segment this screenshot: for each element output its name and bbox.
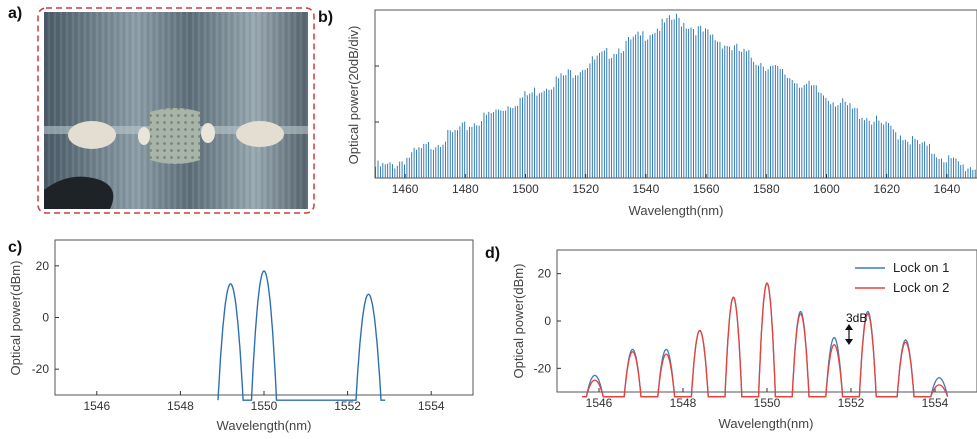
annotation-arrow-down-icon bbox=[845, 339, 853, 345]
x-tick-label: 1548 bbox=[167, 399, 194, 413]
x-tick-label: 1552 bbox=[838, 396, 865, 410]
chart-c: 1546 1548 1550 1552 1554 20 0 -20 Wavelength(nm… bbox=[8, 239, 474, 433]
x-tick-label: 1580 bbox=[753, 182, 780, 196]
chart-b-bars bbox=[375, 13, 976, 178]
chart-d-ticks: 1546 1548 1550 1552 1554 20 0 -20 bbox=[534, 267, 949, 410]
chart-d-series-lock-on-1 bbox=[582, 282, 949, 398]
chart-d-ylabel: Optical power(dBm) bbox=[511, 264, 526, 379]
photo-dashed-frame bbox=[37, 7, 315, 214]
panel-label-d: d) bbox=[485, 245, 500, 262]
chart-d-series-lock-on-2 bbox=[582, 282, 949, 398]
panel-label-c: c) bbox=[8, 239, 22, 256]
legend-label-lock-on-1: Lock on 1 bbox=[893, 260, 949, 275]
y-tick-label: 0 bbox=[42, 311, 49, 325]
chart-d-3db-annotation: 3dB bbox=[845, 311, 867, 345]
chart-b-ticks: 1460 1480 1500 1520 1540 1560 1580 1600 1620 1640 bbox=[375, 65, 961, 196]
y-tick-label: 0 bbox=[544, 314, 551, 328]
chart-d-legend: Lock on 1 Lock on 2 bbox=[855, 260, 949, 295]
chart-c-ylabel: Optical power(dBm) bbox=[8, 261, 23, 376]
x-tick-label: 1550 bbox=[754, 396, 781, 410]
x-tick-label: 1546 bbox=[83, 399, 110, 413]
x-tick-label: 1520 bbox=[572, 182, 599, 196]
panel-label-a: a) bbox=[8, 5, 22, 22]
photo-shadow-object bbox=[44, 176, 114, 209]
legend-label-lock-on-2: Lock on 2 bbox=[893, 280, 949, 295]
annotation-3db-label: 3dB bbox=[846, 311, 867, 325]
x-tick-label: 1480 bbox=[452, 182, 479, 196]
y-tick-label: 20 bbox=[36, 259, 50, 273]
x-tick-label: 1552 bbox=[334, 399, 361, 413]
microresonator-holes bbox=[150, 108, 200, 164]
fiber-mount-right bbox=[236, 121, 284, 147]
x-tick-label: 1500 bbox=[512, 182, 539, 196]
y-tick-label: -20 bbox=[32, 362, 50, 376]
x-tick-label: 1550 bbox=[251, 399, 278, 413]
panel-label-b: b) bbox=[318, 9, 333, 26]
chart-c-ticks: 1546 1548 1550 1552 1554 20 0 -20 bbox=[32, 259, 445, 413]
y-tick-label: 20 bbox=[538, 267, 552, 281]
chart-b: 1460 1480 1500 1520 1540 1560 1580 1600 1620 1640… bbox=[346, 9, 977, 218]
x-tick-label: 1554 bbox=[922, 396, 949, 410]
chart-c-frame bbox=[54, 239, 474, 396]
annotation-arrow-up-icon bbox=[845, 324, 853, 330]
x-tick-label: 1460 bbox=[392, 182, 419, 196]
chart-d: 1546 1548 1550 1552 1554 20 0 -20 Lock on 1 Loc… bbox=[511, 249, 977, 431]
y-tick-label: -20 bbox=[534, 361, 552, 375]
x-tick-label: 1620 bbox=[873, 182, 900, 196]
x-tick-label: 1600 bbox=[813, 182, 840, 196]
x-tick-label: 1548 bbox=[670, 396, 697, 410]
glue-drop-right bbox=[201, 123, 215, 143]
x-tick-label: 1546 bbox=[586, 396, 613, 410]
chart-b-ylabel: Optical power(20dB/div) bbox=[346, 26, 361, 165]
x-tick-label: 1560 bbox=[693, 182, 720, 196]
x-tick-label: 1540 bbox=[633, 182, 660, 196]
chart-b-xlabel: Wavelength(nm) bbox=[629, 203, 724, 218]
device-photo bbox=[37, 7, 315, 214]
x-tick-label: 1640 bbox=[934, 182, 961, 196]
x-tick-label: 1554 bbox=[418, 399, 445, 413]
glue-drop-left bbox=[138, 127, 150, 145]
fiber-mount-left bbox=[68, 121, 116, 149]
chart-b-frame bbox=[374, 9, 977, 179]
chart-d-xlabel: Wavelength(nm) bbox=[719, 416, 814, 431]
chart-c-series-line bbox=[217, 270, 386, 401]
chart-c-xlabel: Wavelength(nm) bbox=[217, 418, 312, 433]
